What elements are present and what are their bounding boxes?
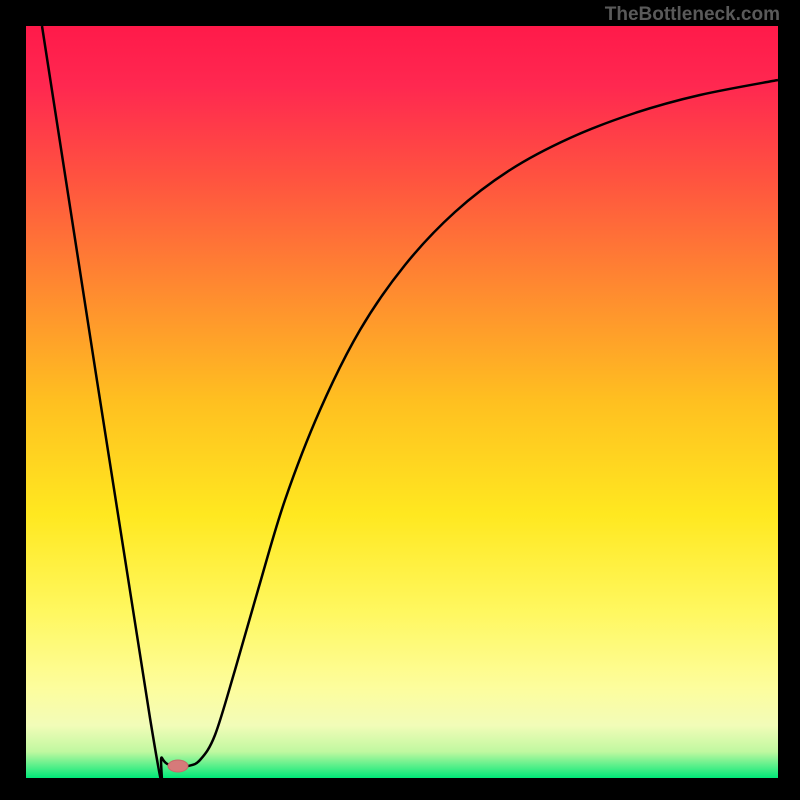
bottleneck-chart: TheBottleneck.com	[0, 0, 800, 800]
chart-svg	[0, 0, 800, 800]
plot-area	[26, 26, 778, 778]
watermark-text: TheBottleneck.com	[605, 4, 780, 26]
optimal-marker	[168, 760, 188, 772]
